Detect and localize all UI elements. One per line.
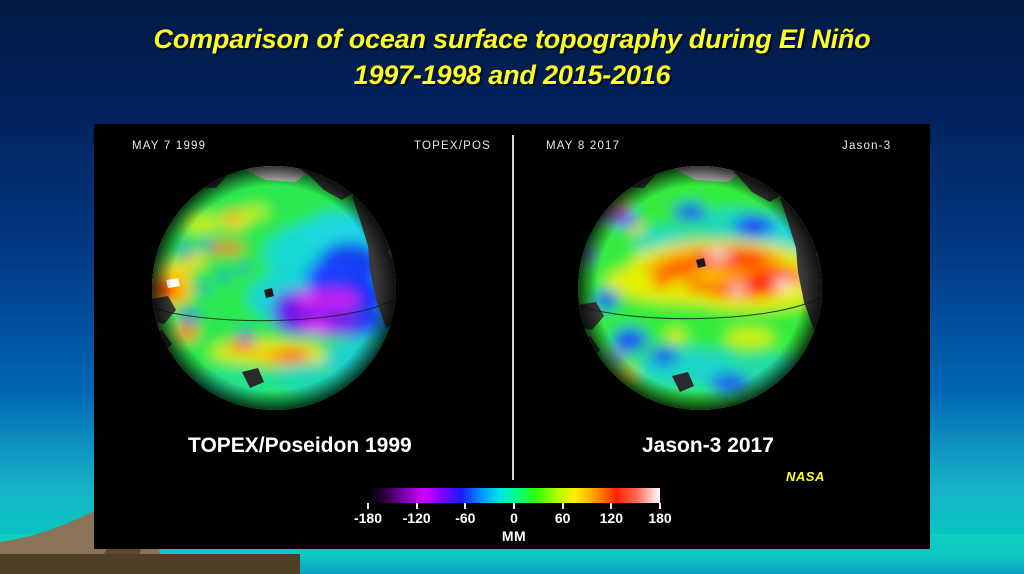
colorbar-tick-label: 0 — [510, 510, 518, 526]
colorbar-tick — [659, 503, 661, 509]
colorbar-tick — [464, 503, 467, 509]
colorbar-unit-label: MM — [501, 528, 527, 544]
right-satellite-label: Jason-3 — [842, 140, 892, 152]
colorbar-tick-label: 180 — [648, 510, 672, 526]
title-line-1: Comparison of ocean surface topography d… — [153, 24, 871, 54]
right-date-label: MAY 8 2017 — [546, 140, 621, 152]
colorbar-gradient — [368, 488, 660, 503]
globe-right-svg — [578, 166, 822, 410]
globe-topex-1999 — [146, 160, 402, 416]
colorbar-tick-label: -180 — [353, 510, 383, 526]
colorbar-tick — [561, 503, 564, 509]
left-panel-caption: TOPEX/Poseidon 1999 — [188, 434, 412, 457]
page-title: Comparison of ocean surface topography d… — [0, 22, 1024, 94]
left-satellite-label: TOPEX/POS — [414, 140, 492, 152]
panel-divider — [512, 135, 514, 480]
colorbar-tick — [415, 503, 418, 509]
right-panel-caption: Jason-3 2017 — [642, 434, 774, 457]
colorbar-tick — [513, 503, 515, 509]
colorbar-tick-label: -120 — [402, 510, 431, 526]
colorbar-tick — [610, 503, 613, 509]
colorbar-tick-label: -60 — [455, 510, 476, 526]
colorbar-tick-label: 60 — [554, 510, 571, 526]
colorbar-tick-label: 120 — [599, 510, 624, 526]
nasa-credit: NASA — [786, 469, 825, 484]
colorbar-tick — [367, 503, 369, 509]
colorbar-legend: -180 -120 -60 0 60 120 180 MM — [354, 488, 672, 544]
colorbar-tick-labels: -180 -120 -60 0 60 120 180 — [354, 510, 672, 528]
figure-panel: MAY 7 1999 TOPEX/POS MAY 8 2017 Jason-3 — [94, 124, 930, 549]
title-line-2: 1997-1998 and 2015-2016 — [353, 59, 671, 90]
globe-jason3-2017 — [572, 160, 828, 416]
colorbar-ticks — [364, 503, 664, 509]
left-date-label: MAY 7 1999 — [132, 140, 207, 152]
globe-left-svg — [152, 166, 396, 410]
